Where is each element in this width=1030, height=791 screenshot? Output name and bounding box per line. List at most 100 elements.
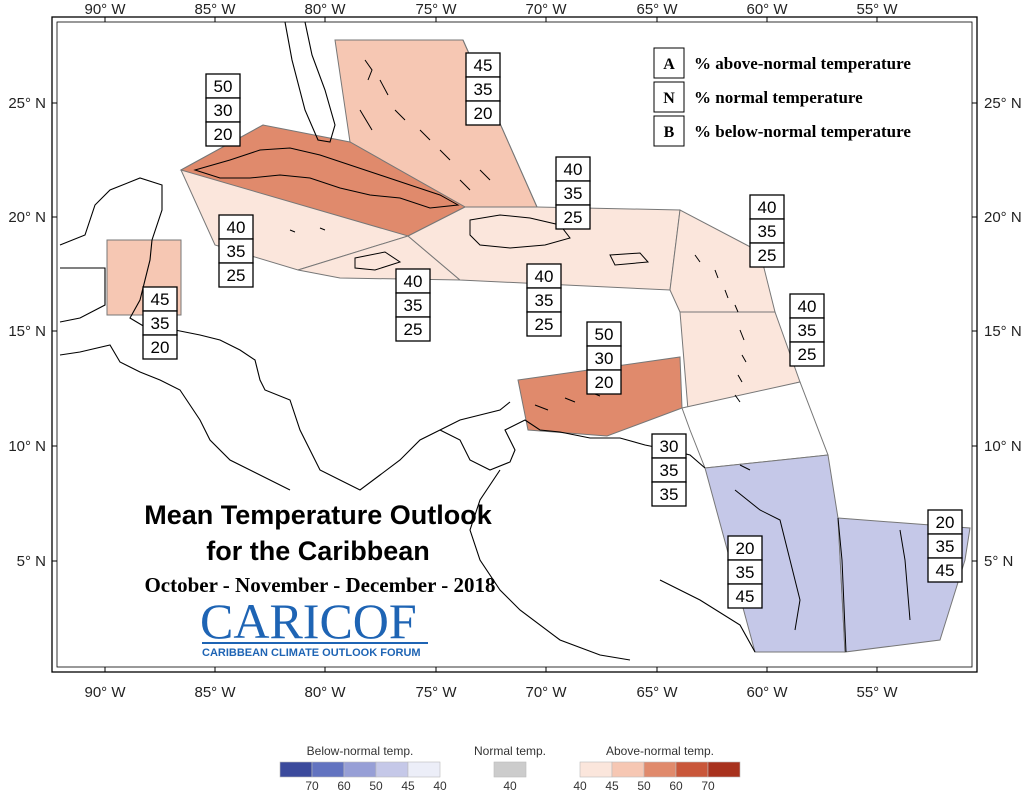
caricof-logo-subtitle: CARIBBEAN CLIMATE OUTLOOK FORUM bbox=[202, 647, 421, 659]
normal-tick: 40 bbox=[503, 779, 517, 791]
below-swatch bbox=[279, 761, 313, 778]
probability-value: 35 bbox=[474, 80, 493, 99]
lon-label-bottom: 90° W bbox=[84, 684, 126, 701]
probability-box: 45 35 20 bbox=[465, 52, 501, 126]
above-swatch bbox=[611, 761, 645, 778]
key-letter: N bbox=[663, 90, 675, 107]
probability-value: 40 bbox=[564, 160, 583, 179]
lat-label-left: 20° N bbox=[8, 209, 46, 226]
lon-label-top: 90° W bbox=[84, 1, 126, 18]
probability-value: 40 bbox=[227, 218, 246, 237]
map-inner-frame bbox=[56, 21, 973, 668]
probability-value: 35 bbox=[564, 184, 583, 203]
probability-value: 35 bbox=[151, 314, 170, 333]
probability-value: 40 bbox=[798, 297, 817, 316]
above-tick: 50 bbox=[637, 779, 651, 791]
below-swatch bbox=[343, 761, 377, 778]
above-tick: 70 bbox=[701, 779, 715, 791]
probability-value: 35 bbox=[936, 537, 955, 556]
probability-value: 45 bbox=[736, 587, 755, 606]
probability-value: 20 bbox=[151, 338, 170, 357]
probability-box: 40 35 25 bbox=[555, 156, 591, 230]
lon-label-top: 60° W bbox=[746, 1, 788, 18]
lat-label-left: 25° N bbox=[8, 95, 46, 112]
probability-value: 25 bbox=[564, 208, 583, 227]
probability-value: 35 bbox=[758, 222, 777, 241]
probability-key: A % above-normal temperature N % normal tem… bbox=[653, 47, 911, 147]
below-label: Below-normal temp. bbox=[307, 744, 414, 758]
probability-box: 40 35 25 bbox=[789, 293, 825, 367]
lon-label-bottom: 75° W bbox=[415, 684, 457, 701]
lat-label-left: 10° N bbox=[8, 438, 46, 455]
probability-box: 50 30 20 bbox=[205, 73, 241, 147]
probability-value: 20 bbox=[936, 513, 955, 532]
probability-box: 45 35 20 bbox=[142, 286, 178, 360]
probability-value: 50 bbox=[214, 77, 233, 96]
lat-label-right: 20° N bbox=[984, 209, 1022, 226]
probability-value: 35 bbox=[404, 296, 423, 315]
normal-label: Normal temp. bbox=[474, 744, 546, 758]
below-swatch bbox=[375, 761, 409, 778]
lon-label-bottom: 70° W bbox=[525, 684, 567, 701]
probability-value: 25 bbox=[535, 315, 554, 334]
lon-label-top: 80° W bbox=[304, 1, 346, 18]
key-letter: B bbox=[664, 124, 675, 141]
probability-value: 40 bbox=[404, 272, 423, 291]
probability-value: 45 bbox=[936, 561, 955, 580]
above-swatch bbox=[643, 761, 677, 778]
map-title-line2: for the Caribbean bbox=[206, 536, 430, 566]
colorbar-legend: Below-normal temp. 70 60 50 45 40 Normal temp.… bbox=[279, 744, 741, 791]
above-label: Above-normal temp. bbox=[606, 744, 714, 758]
lon-label-top: 75° W bbox=[415, 1, 457, 18]
below-tick: 50 bbox=[369, 779, 383, 791]
probability-box: 20 35 45 bbox=[727, 535, 763, 609]
probability-value: 20 bbox=[474, 104, 493, 123]
normal-swatch bbox=[493, 761, 527, 778]
lon-label-top: 65° W bbox=[636, 1, 678, 18]
probability-box: 40 35 25 bbox=[395, 268, 431, 342]
lat-label-left: 15° N bbox=[8, 323, 46, 340]
probability-value: 25 bbox=[404, 320, 423, 339]
probability-value: 45 bbox=[474, 56, 493, 75]
probability-value: 25 bbox=[227, 266, 246, 285]
forecast-period: October - November - December - 2018 bbox=[144, 573, 495, 597]
above-swatch bbox=[675, 761, 709, 778]
probability-value: 30 bbox=[214, 101, 233, 120]
probability-box: 40 35 25 bbox=[749, 194, 785, 268]
probability-box: 40 35 25 bbox=[526, 263, 562, 337]
above-tick: 45 bbox=[605, 779, 619, 791]
probability-value: 50 bbox=[595, 325, 614, 344]
probability-value: 40 bbox=[535, 267, 554, 286]
probability-value: 20 bbox=[595, 373, 614, 392]
above-swatch bbox=[579, 761, 613, 778]
probability-value: 45 bbox=[151, 290, 170, 309]
probability-value: 20 bbox=[214, 125, 233, 144]
probability-value: 30 bbox=[660, 437, 679, 456]
key-description: % normal temperature bbox=[694, 88, 863, 107]
lat-label-right: 25° N bbox=[984, 95, 1022, 112]
probability-value: 30 bbox=[595, 349, 614, 368]
lon-label-bottom: 55° W bbox=[856, 684, 898, 701]
probability-box: 40 35 25 bbox=[218, 214, 254, 288]
below-swatch bbox=[407, 761, 441, 778]
lat-label-right: 15° N bbox=[984, 323, 1022, 340]
below-swatch bbox=[311, 761, 345, 778]
probability-box: 50 30 20 bbox=[586, 321, 622, 395]
probability-value: 40 bbox=[758, 198, 777, 217]
probability-value: 25 bbox=[798, 345, 817, 364]
probability-value: 35 bbox=[660, 485, 679, 504]
coastlines bbox=[59, 21, 911, 661]
caricof-logo-text: CARICOF bbox=[200, 593, 417, 649]
lat-label-right: 10° N bbox=[984, 438, 1022, 455]
lon-label-bottom: 80° W bbox=[304, 684, 346, 701]
lat-label-right: 5° N bbox=[984, 553, 1013, 570]
below-tick: 45 bbox=[401, 779, 415, 791]
lon-label-bottom: 60° W bbox=[746, 684, 788, 701]
lat-label-left: 5° N bbox=[17, 553, 46, 570]
key-letter: A bbox=[663, 56, 675, 73]
probability-box: 30 35 35 bbox=[651, 433, 687, 507]
probability-value: 35 bbox=[535, 291, 554, 310]
probability-box: 20 35 45 bbox=[927, 509, 963, 583]
lon-label-top: 55° W bbox=[856, 1, 898, 18]
